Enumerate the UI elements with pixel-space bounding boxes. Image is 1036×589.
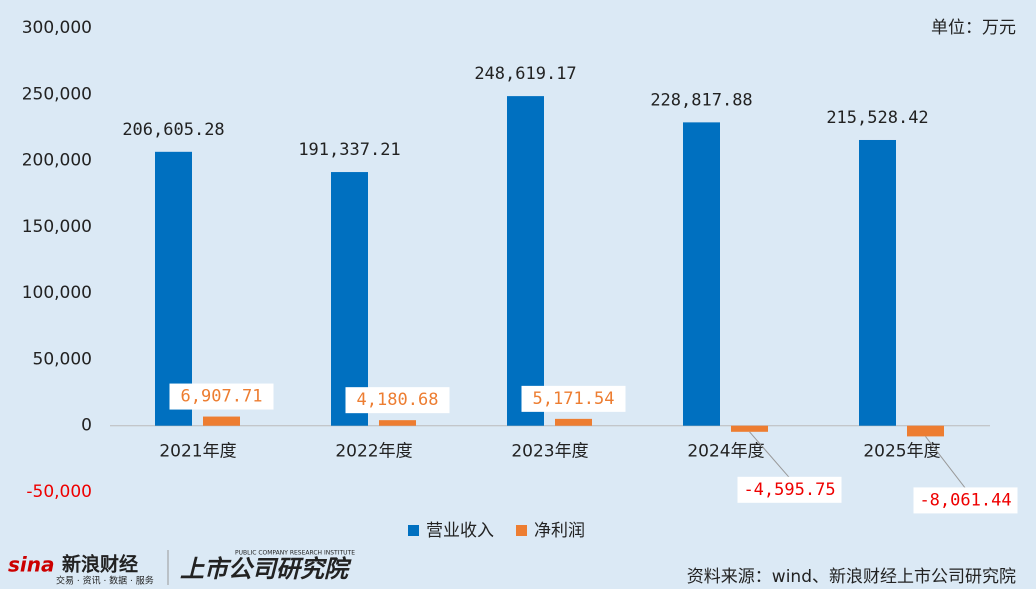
- value-label: 248,619.17: [474, 64, 576, 84]
- label-box: [521, 385, 626, 412]
- bar: [555, 418, 592, 426]
- x-tick-label: 2025年度: [863, 442, 940, 462]
- y-tick-label: 0: [81, 416, 92, 436]
- leader-line: [749, 431, 790, 479]
- x-tick-label: 2022年度: [335, 442, 412, 462]
- value-label: 5,171.54: [533, 389, 615, 409]
- x-tick-label: 2023年度: [511, 442, 588, 462]
- label-box: [737, 476, 842, 503]
- label-box: [345, 387, 450, 414]
- y-tick-label: 200,000: [22, 151, 92, 171]
- bar: [683, 122, 720, 426]
- legend-label: 营业收入: [426, 521, 494, 541]
- legend-swatch: [516, 525, 527, 536]
- y-tick-label: 150,000: [22, 217, 92, 237]
- y-tick-label: 250,000: [22, 84, 92, 104]
- y-tick-label: -50,000: [26, 482, 92, 502]
- value-label: 206,605.28: [122, 120, 224, 140]
- bar: [379, 420, 416, 426]
- value-label: 228,817.88: [650, 90, 752, 110]
- leader-line: [925, 436, 966, 489]
- value-label: 215,528.42: [826, 108, 928, 128]
- brand-institute: 上市公司研究院: [180, 555, 352, 583]
- legend-swatch: [408, 525, 419, 536]
- label-box: [913, 487, 1018, 514]
- label-box: [169, 383, 274, 410]
- bar: [331, 172, 368, 426]
- y-tick-label: 100,000: [22, 283, 92, 303]
- value-label: -8,061.44: [919, 490, 1011, 510]
- bar: [507, 96, 544, 426]
- source: 资料来源：wind、新浪财经上市公司研究院: [687, 567, 1016, 587]
- y-tick-label: 50,000: [33, 349, 92, 369]
- bar: [155, 151, 192, 426]
- bar: [907, 425, 944, 437]
- bar: [859, 139, 896, 426]
- value-label: 191,337.21: [298, 140, 400, 160]
- x-tick-label: 2024年度: [687, 442, 764, 462]
- brand-name: 新浪财经: [62, 553, 138, 576]
- bar: [203, 416, 240, 426]
- value-label: 6,907.71: [181, 387, 263, 407]
- legend-label: 净利润: [534, 521, 585, 541]
- unit-label: 单位：万元: [931, 18, 1016, 38]
- value-label: -4,595.75: [743, 480, 835, 500]
- value-label: 4,180.68: [357, 390, 439, 410]
- x-tick-label: 2021年度: [159, 442, 236, 462]
- bar: [731, 425, 768, 432]
- brand-logo: sina: [8, 553, 55, 577]
- y-tick-label: 300,000: [22, 18, 92, 38]
- brand-tagline: 交易 · 资讯 · 数据 · 服务: [56, 575, 154, 587]
- brand-institute-en: PUBLIC COMPANY RESEARCH INSTITUTE: [235, 550, 355, 557]
